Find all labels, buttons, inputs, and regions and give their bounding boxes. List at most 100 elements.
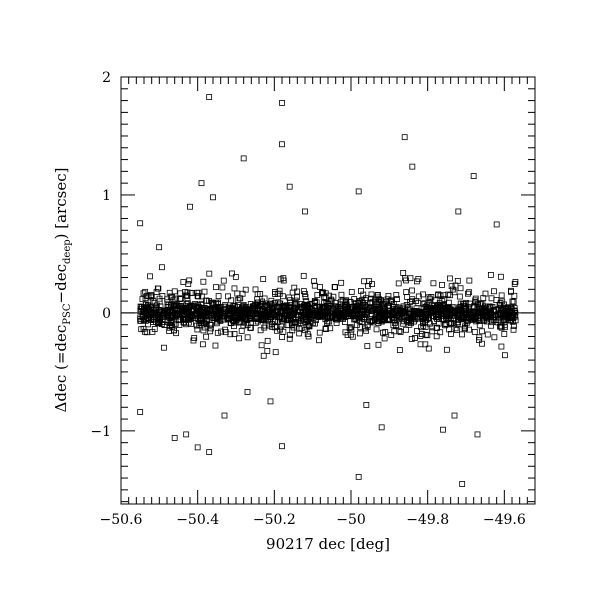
data-point (468, 311, 475, 318)
data-point (509, 315, 516, 322)
data-point (346, 325, 353, 331)
data-point (218, 328, 225, 335)
data-point (322, 325, 329, 332)
data-point (270, 310, 277, 317)
data-point (447, 292, 453, 299)
data-point (476, 322, 483, 329)
data-point (320, 305, 326, 312)
data-point (334, 316, 341, 323)
data-point (343, 297, 350, 304)
data-point (238, 312, 245, 319)
data-point (451, 320, 457, 327)
data-point (348, 289, 355, 295)
data-point (243, 306, 250, 313)
data-point (496, 316, 503, 323)
data-point (372, 314, 379, 321)
data-point (433, 325, 440, 331)
data-point (199, 341, 206, 348)
data-point (272, 349, 279, 356)
x-tick-label: −50 (336, 512, 366, 528)
data-point (391, 328, 398, 335)
data-point (486, 303, 493, 310)
data-point (364, 343, 371, 350)
data-point (261, 303, 268, 310)
data-point (253, 301, 260, 308)
data-point (322, 294, 329, 301)
data-point (142, 288, 149, 295)
data-point (465, 290, 471, 297)
data-point (177, 290, 184, 297)
data-point (316, 329, 323, 336)
data-point (397, 329, 404, 335)
data-point (466, 326, 473, 333)
data-point (429, 328, 436, 335)
data-point (447, 321, 454, 327)
data-point (198, 180, 205, 187)
data-point (333, 320, 340, 326)
data-point (414, 328, 420, 334)
data-point (232, 274, 239, 280)
data-point (508, 288, 514, 295)
data-point (184, 292, 191, 299)
data-point (141, 328, 148, 335)
data-point (180, 279, 187, 285)
data-point (368, 295, 374, 302)
data-point (459, 321, 466, 328)
data-point (453, 310, 460, 317)
data-point (279, 100, 285, 106)
data-point (466, 289, 473, 296)
data-point (408, 315, 415, 322)
data-point (447, 275, 453, 282)
data-point (137, 314, 144, 321)
data-point (186, 277, 193, 284)
axis-ticks (120, 76, 536, 504)
data-point (417, 341, 424, 348)
data-point (254, 311, 261, 318)
data-point (476, 311, 483, 318)
data-point (202, 309, 209, 316)
x-tick-label: −49.6 (483, 512, 526, 528)
data-point (466, 277, 473, 284)
data-point (302, 208, 308, 215)
data-point (286, 183, 293, 190)
data-point (194, 326, 201, 333)
data-point (250, 303, 256, 310)
data-point (281, 303, 288, 310)
data-point (352, 304, 358, 311)
data-point (265, 322, 272, 329)
data-point (228, 306, 235, 312)
data-point (368, 317, 375, 324)
data-point (493, 221, 500, 228)
data-point (289, 327, 296, 334)
y-tick-label: 2 (102, 70, 111, 86)
data-point (408, 336, 415, 342)
data-point (361, 278, 368, 285)
data-point (411, 335, 418, 341)
data-point (194, 444, 201, 451)
data-point (213, 299, 219, 306)
data-point (432, 297, 439, 304)
data-point (455, 312, 462, 319)
data-point (439, 282, 445, 288)
data-point (355, 188, 362, 195)
data-point (208, 321, 214, 328)
data-point (196, 322, 203, 329)
data-point (234, 290, 241, 297)
data-point (248, 315, 255, 322)
data-point (191, 313, 198, 320)
data-point (489, 313, 496, 320)
data-point (475, 300, 482, 307)
data-point (322, 290, 329, 297)
data-point (510, 299, 517, 305)
data-point (321, 314, 328, 320)
y-tick-label: 0 (102, 306, 111, 322)
data-point (149, 328, 156, 335)
data-point (484, 331, 491, 338)
data-point (316, 337, 322, 344)
data-point (201, 324, 208, 331)
data-point (508, 314, 515, 321)
data-point (188, 314, 195, 321)
data-point (420, 291, 426, 298)
data-point (395, 280, 402, 287)
data-point (347, 324, 354, 331)
